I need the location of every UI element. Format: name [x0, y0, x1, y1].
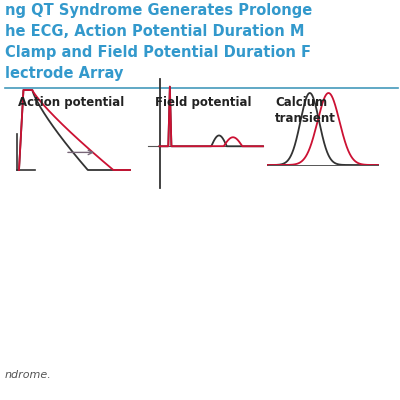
Text: lectrode Array: lectrode Array	[5, 66, 123, 81]
Text: he ECG, Action Potential Duration M: he ECG, Action Potential Duration M	[5, 24, 304, 39]
Text: Clamp and Field Potential Duration F: Clamp and Field Potential Duration F	[5, 45, 311, 60]
Text: ndrome.: ndrome.	[5, 370, 52, 380]
Text: Calcium
transient: Calcium transient	[275, 96, 336, 125]
Text: Field potential: Field potential	[155, 96, 252, 109]
Text: ng QT Syndrome Generates Prolonge: ng QT Syndrome Generates Prolonge	[5, 3, 312, 18]
Text: Action potential: Action potential	[18, 96, 124, 109]
